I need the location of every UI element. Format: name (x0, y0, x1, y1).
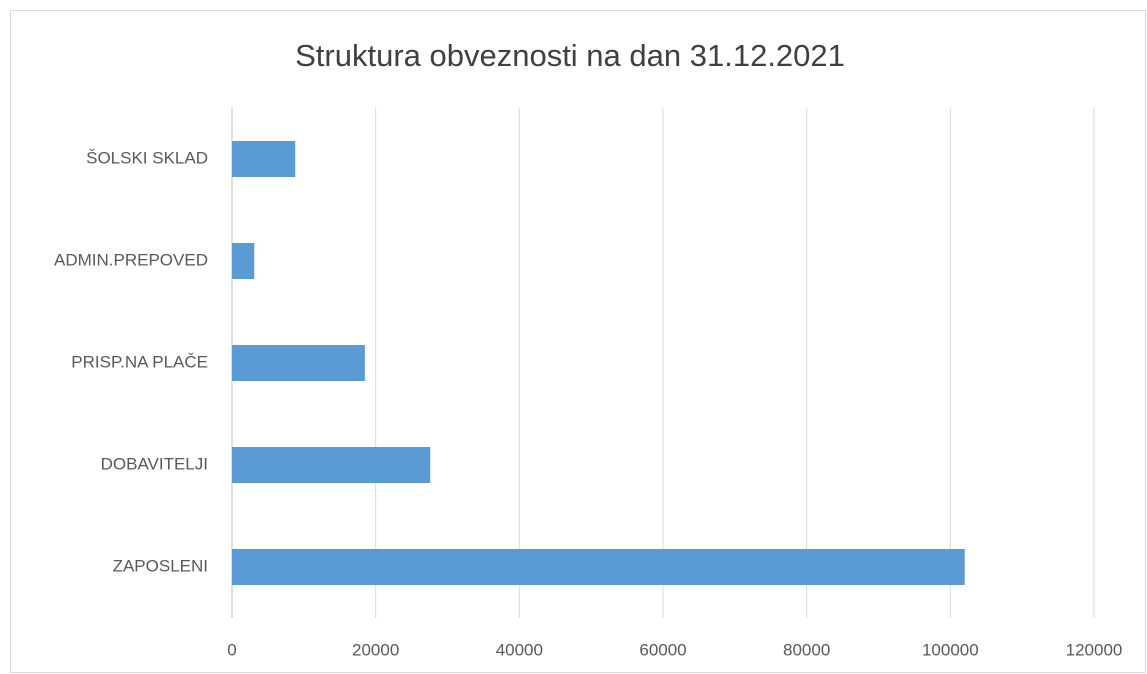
y-tick-label: ZAPOSLENI (113, 556, 208, 575)
bar (232, 243, 255, 279)
bar (232, 345, 365, 381)
y-tick-label: DOBAVITELJI (101, 454, 208, 473)
y-tick-label: ADMIN.PREPOVED (54, 250, 208, 269)
x-tick-label: 80000 (783, 640, 830, 659)
bar (232, 141, 296, 177)
chart-title: Struktura obveznosti na dan 31.12.2021 (295, 38, 845, 73)
x-tick-label: 120000 (1066, 640, 1123, 659)
x-tick-label: 100000 (922, 640, 979, 659)
x-tick-label: 40000 (496, 640, 543, 659)
bar (232, 549, 965, 585)
bar (232, 447, 431, 483)
x-tick-label: 60000 (639, 640, 686, 659)
x-tick-label: 0 (227, 640, 236, 659)
y-tick-label: ŠOLSKI SKLAD (86, 148, 208, 167)
y-tick-label: PRISP.NA PLAČE (71, 352, 208, 371)
x-tick-label: 20000 (352, 640, 399, 659)
